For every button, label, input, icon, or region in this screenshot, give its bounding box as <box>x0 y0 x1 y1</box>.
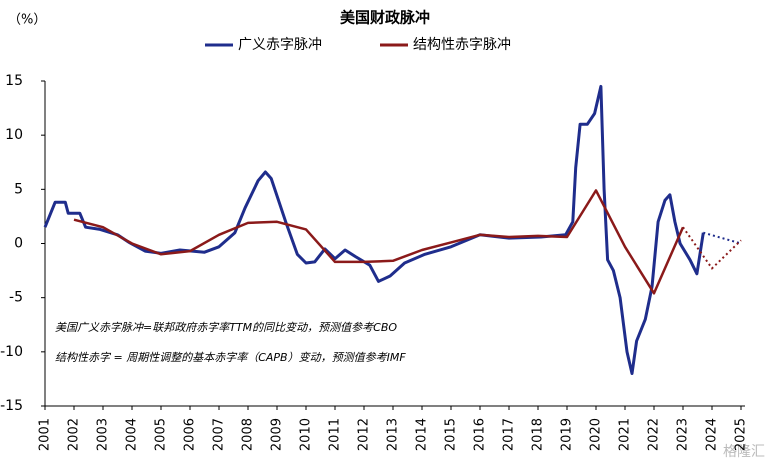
x-tick-label: 2018 <box>531 418 546 451</box>
y-tick-label: -5 <box>9 290 23 306</box>
y-tick-label: 0 <box>14 236 23 252</box>
forecast-line <box>703 231 742 245</box>
legend-label: 结构性赤字脉冲 <box>413 37 511 53</box>
x-tick-label: 2016 <box>473 418 488 451</box>
x-tick-label: 2006 <box>183 418 198 451</box>
annotation: 结构性赤字 = 周期性调整的基本赤字率（CAPB）变动，预测值参考IMF <box>55 351 406 364</box>
x-tick-label: 2004 <box>125 418 140 451</box>
line-series <box>73 189 685 295</box>
x-tick-label: 2007 <box>212 418 227 451</box>
x-tick-label: 2001 <box>38 418 53 451</box>
y-tick-label: 10 <box>5 127 23 143</box>
x-tick-label: 2019 <box>560 418 575 451</box>
x-tick-label: 2002 <box>67 418 82 451</box>
x-tick-label: 2025 <box>734 418 749 451</box>
x-tick-label: 2021 <box>618 418 633 451</box>
annotation: 美国广义赤字脉冲=联邦政府赤字率TTM的同比变动，预测值参考CBO <box>55 321 397 334</box>
y-tick-label: -15 <box>0 398 23 414</box>
x-tick-label: 2014 <box>415 418 430 451</box>
x-tick-label: 2017 <box>502 418 517 451</box>
y-tick-label: 5 <box>14 181 23 197</box>
y-unit-label: （%） <box>8 13 46 28</box>
x-tick-label: 2011 <box>328 418 343 451</box>
watermark: 格隆汇 <box>723 444 765 460</box>
x-tick-label: 2010 <box>299 418 314 451</box>
legend-label: 广义赤字脉冲 <box>238 37 322 53</box>
x-tick-label: 2022 <box>647 418 662 451</box>
x-tick-label: 2008 <box>241 418 256 451</box>
chart-title: 美国财政脉冲 <box>340 9 430 27</box>
x-tick-label: 2005 <box>154 418 169 451</box>
y-tick-label: 15 <box>5 73 23 89</box>
x-tick-label: 2020 <box>589 418 604 451</box>
forecast-line <box>682 226 742 270</box>
x-tick-label: 2024 <box>705 418 720 451</box>
x-tick-label: 2015 <box>444 418 459 451</box>
x-tick-label: 2023 <box>676 418 691 451</box>
x-tick-label: 2009 <box>270 418 285 451</box>
x-tick-label: 2003 <box>96 418 111 451</box>
x-tick-label: 2013 <box>386 418 401 451</box>
x-tick-label: 2012 <box>357 418 372 451</box>
y-tick-label: -10 <box>0 344 23 360</box>
